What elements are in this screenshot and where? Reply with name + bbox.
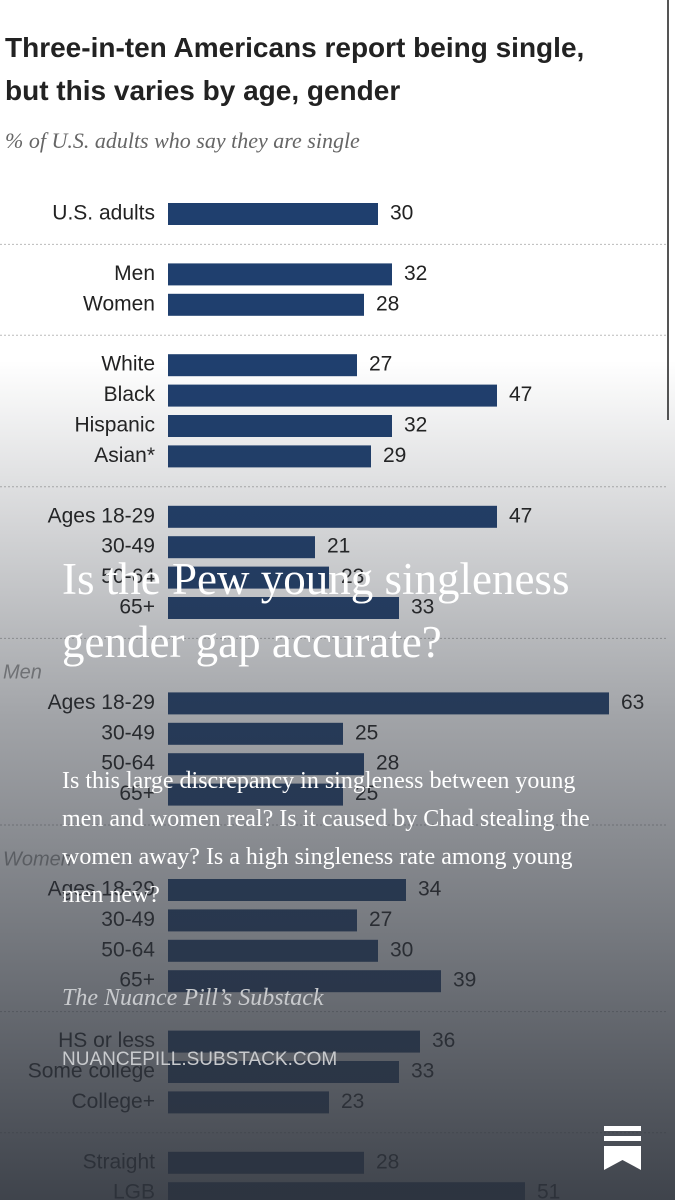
card-description: Is this large discrepancy in singleness …: [62, 768, 590, 908]
substack-icon: [604, 1126, 641, 1170]
publication: The Nuance Pill’s Substack: [62, 985, 324, 1011]
card-title: Is the Pew young singleness gender gap a…: [62, 554, 570, 667]
domain: NUANCEPILL.SUBSTACK.COM: [62, 1049, 338, 1070]
